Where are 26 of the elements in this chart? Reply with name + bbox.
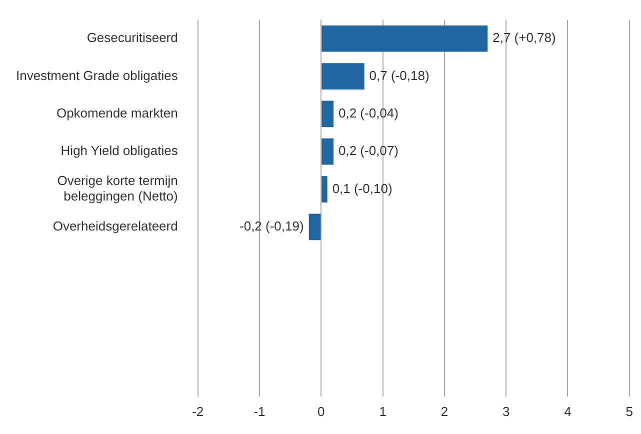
bar: [322, 63, 364, 90]
data-label: 2,7 (+0,78): [492, 30, 556, 46]
bar: [322, 138, 334, 165]
x-tick-label: 4: [564, 404, 572, 419]
x-tick-label: -1: [254, 404, 266, 419]
x-tick-label: 2: [440, 404, 448, 419]
bar: [308, 214, 321, 240]
data-label: 0,2 (-0,07): [338, 143, 398, 158]
x-tick-label: 5: [626, 404, 633, 419]
x-tick-label: 3: [502, 404, 510, 419]
y-tick-label: Gesecuritiseerd: [86, 30, 178, 46]
x-tick-label: 1: [379, 404, 386, 419]
bar: [322, 100, 334, 128]
data-label: 0,2 (-0,04): [338, 106, 398, 121]
data-label: 0,7 (-0,18): [369, 68, 430, 83]
bar: [322, 25, 488, 52]
y-tick-label: Opkomende markten: [56, 106, 178, 121]
data-label: -0,2 (-0,19): [240, 218, 304, 234]
y-tick-label: Investment Grade obligaties: [16, 68, 178, 83]
y-tick-label: High Yield obligaties: [60, 143, 178, 158]
y-tick-label: Overheidsgerelateerd: [52, 218, 178, 234]
x-tick-label: 0: [318, 404, 325, 419]
data-label: 0,1 (-0,10): [332, 180, 392, 196]
bar: [322, 176, 328, 202]
x-tick-label: -2: [192, 404, 204, 419]
y-tick-label: Overige korte termijn beleggingen (Netto): [57, 173, 178, 204]
